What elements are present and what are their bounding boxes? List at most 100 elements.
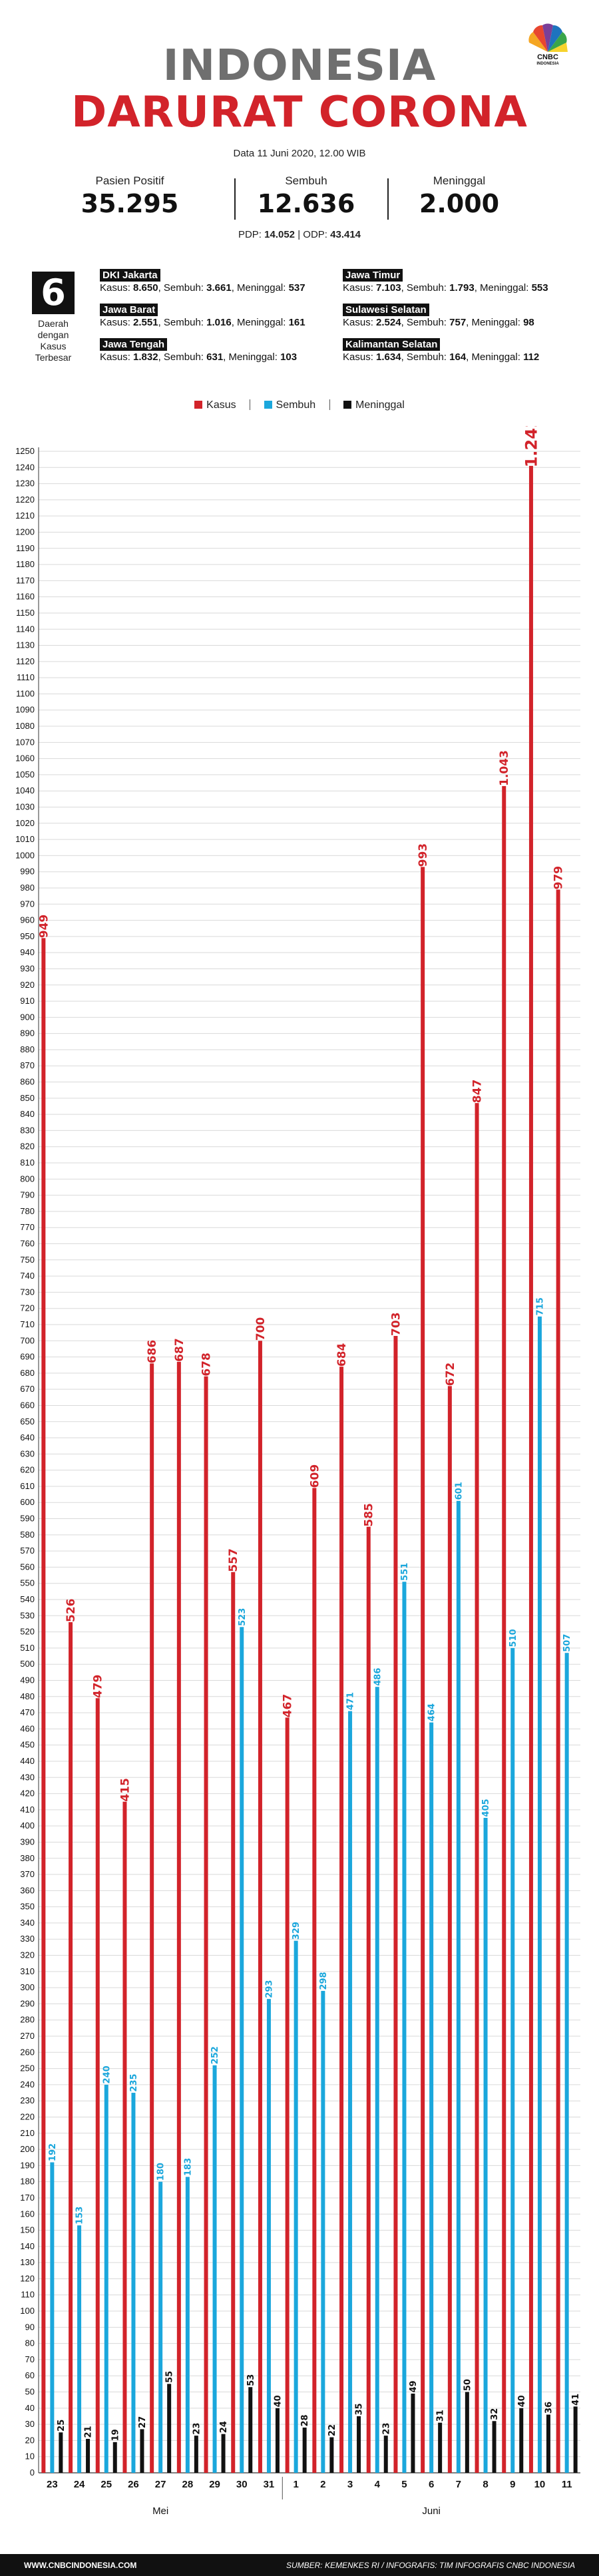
data-label-sembuh: 183 (183, 2158, 193, 2176)
y-tick-label: 830 (20, 1125, 35, 1135)
y-tick-label: 0 (30, 2468, 35, 2477)
y-tick-label: 970 (20, 899, 35, 909)
y-tick-label: 240 (20, 2079, 35, 2089)
stat-deaths: Meninggal 2.000 (389, 174, 529, 218)
bar-sembuh (429, 1722, 434, 2473)
region-sembuh-value: 631 (206, 351, 224, 363)
y-tick-label: 610 (20, 1481, 35, 1491)
y-tick-label: 130 (20, 2257, 35, 2267)
y-tick-label: 330 (20, 1934, 35, 1944)
region-entry: Jawa Tengah Kasus: 1.832, Sembuh: 631, Me… (100, 338, 339, 363)
bar-sembuh (537, 1316, 542, 2473)
y-tick-label: 840 (20, 1109, 35, 1119)
y-tick-label: 1110 (17, 672, 35, 682)
data-label-sembuh: 601 (454, 1482, 464, 1500)
y-tick-label: 140 (20, 2241, 35, 2251)
y-tick-label: 410 (20, 1805, 35, 1815)
pdp-odp-separator: | (298, 229, 301, 240)
region-meninggal-label: Meninggal: (471, 317, 520, 328)
region-kasus-value: 7.103 (376, 282, 401, 294)
region-details: Kasus: 7.103, Sembuh: 1.793, Meninggal: … (343, 282, 548, 294)
data-label-meninggal: 36 (544, 2402, 554, 2414)
data-label-kasus: 672 (444, 1363, 457, 1387)
region-sembuh-label: Sembuh: (406, 282, 447, 294)
y-tick-label: 820 (20, 1142, 35, 1152)
x-tick-label: 11 (562, 2479, 572, 2490)
bar-meninggal (411, 2393, 415, 2473)
data-label-meninggal: 28 (300, 2414, 310, 2426)
data-label-sembuh: 405 (481, 1799, 491, 1817)
data-label-meninggal: 27 (138, 2416, 148, 2428)
legend-label-meninggal: Meninggal (355, 399, 405, 411)
x-tick-label: 29 (209, 2479, 220, 2490)
y-tick-label: 1150 (16, 608, 35, 618)
y-tick-label: 1050 (15, 769, 35, 779)
y-tick-label: 90 (25, 2322, 35, 2332)
data-label-sembuh: 507 (562, 1634, 572, 1652)
y-tick-label: 570 (20, 1546, 35, 1556)
bar-meninggal (329, 2437, 334, 2473)
data-label-sembuh: 486 (373, 1668, 383, 1686)
y-tick-label: 1130 (16, 640, 35, 650)
logo-subtext: INDONESIA (536, 62, 559, 66)
stat-positive: Pasien Positif 35.295 (60, 174, 200, 218)
bar-kasus (176, 1361, 181, 2473)
bar-kasus (475, 1103, 479, 2473)
region-details: Kasus: 8.650, Sembuh: 3.661, Meninggal: … (100, 282, 305, 294)
bar-kasus (231, 1572, 236, 2473)
y-tick-label: 590 (20, 1514, 35, 1524)
bar-kasus (285, 1717, 290, 2473)
y-tick-label: 60 (25, 2370, 35, 2380)
legend-item-kasus: Kasus (194, 399, 236, 411)
data-label-sembuh: 464 (427, 1703, 437, 1721)
y-tick-label: 900 (20, 1012, 35, 1022)
bar-sembuh (131, 2093, 136, 2473)
odp-value: 43.414 (330, 229, 361, 240)
bar-sembuh (104, 2084, 108, 2473)
bar-meninggal (140, 2429, 144, 2473)
x-tick-label: 27 (155, 2479, 166, 2490)
y-tick-label: 170 (20, 2193, 35, 2203)
data-label-meninggal: 31 (436, 2410, 446, 2422)
data-label-kasus: 526 (65, 1598, 78, 1622)
y-tick-label: 1080 (15, 721, 35, 731)
y-tick-label: 1020 (15, 818, 35, 828)
region-details: Kasus: 2.551, Sembuh: 1.016, Meninggal: … (100, 317, 305, 328)
x-group-label: Mei (152, 2505, 168, 2517)
y-tick-label: 320 (20, 1950, 35, 1960)
y-tick-label: 20 (25, 2435, 35, 2445)
region-sembuh-label: Sembuh: (163, 282, 204, 294)
bar-sembuh (510, 1647, 515, 2473)
data-label-kasus: 1.241 (522, 426, 540, 467)
y-tick-label: 470 (20, 1707, 35, 1717)
legend-swatch-sembuh (264, 401, 272, 409)
data-label-meninggal: 40 (274, 2395, 284, 2407)
y-tick-label: 30 (25, 2419, 35, 2429)
stat-recovered-label: Sembuh (285, 174, 327, 187)
region-name: Jawa Tengah (100, 338, 168, 351)
y-tick-label: 1040 (15, 785, 35, 795)
bar-kasus (312, 1488, 317, 2473)
region-meninggal-value: 103 (280, 351, 298, 363)
daily-cases-bar-chart: 0102030405060708090100110120130140150160… (15, 426, 581, 2517)
data-label-sembuh: 235 (129, 2073, 139, 2091)
y-tick-label: 350 (20, 1902, 35, 1912)
data-label-meninggal: 50 (463, 2379, 473, 2391)
bar-meninggal (248, 2387, 253, 2473)
legend-divider (329, 399, 330, 410)
region-entry: DKI Jakarta Kasus: 8.650, Sembuh: 3.661, … (100, 269, 339, 294)
y-tick-label: 910 (20, 996, 35, 1006)
y-tick-label: 740 (20, 1271, 35, 1281)
y-tick-label: 110 (21, 2290, 35, 2300)
data-label-sembuh: 240 (102, 2065, 112, 2083)
x-tick-label: 24 (74, 2479, 85, 2490)
region-meninggal-value: 537 (288, 282, 305, 294)
region-kasus-value: 2.524 (376, 317, 401, 328)
y-tick-label: 120 (20, 2273, 35, 2283)
title-line-2: DARURAT CORONA (71, 88, 528, 137)
region-kasus-value: 2.551 (133, 317, 158, 328)
bar-kasus (204, 1376, 208, 2473)
region-meninggal-label: Meninggal: (480, 282, 529, 294)
y-tick-label: 560 (20, 1562, 35, 1572)
data-label-sembuh: 523 (238, 1608, 248, 1626)
